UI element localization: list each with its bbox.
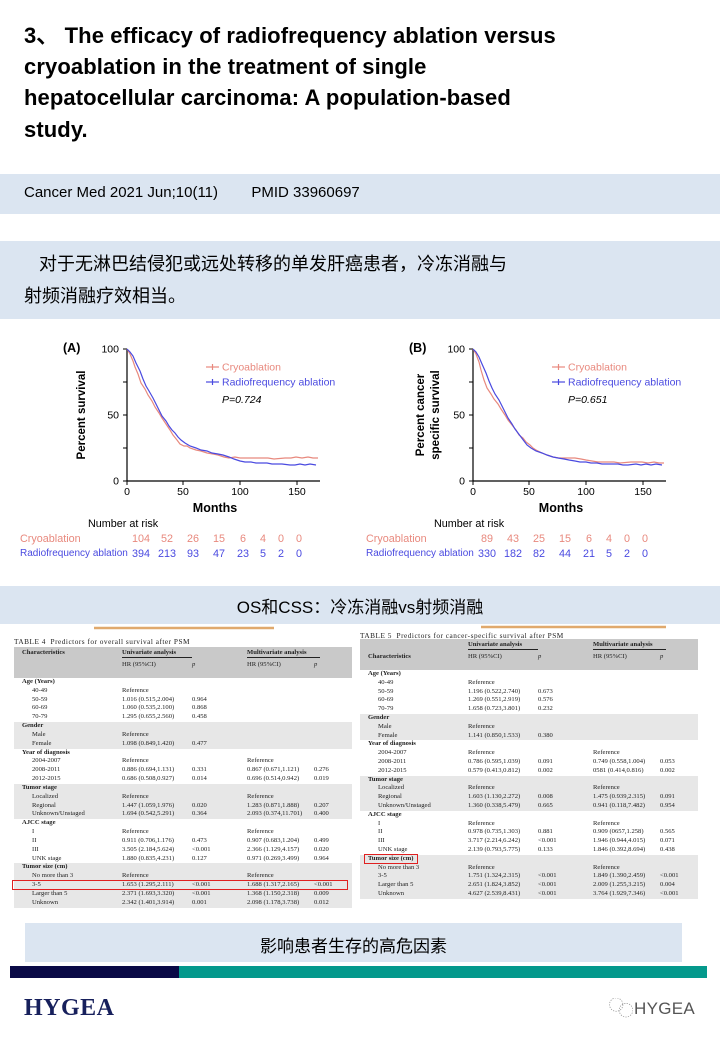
svg-text:0: 0 [124,486,130,498]
svg-text:Cryoablation: Cryoablation [568,362,627,374]
svg-text:(B): (B) [409,341,426,355]
svg-text:100: 100 [231,486,249,498]
svg-text:(A): (A) [63,341,80,355]
svg-text:100: 100 [577,486,595,498]
svg-text:50: 50 [523,486,535,498]
svg-text:specific survival: specific survival [430,370,442,460]
svg-text:Cryoablation: Cryoablation [222,362,281,374]
svg-text:50: 50 [107,410,119,422]
svg-text:Percent survival: Percent survival [76,371,88,460]
svg-text:Months: Months [539,501,583,515]
svg-text:P=0.724: P=0.724 [222,394,262,406]
svg-text:150: 150 [288,486,306,498]
svg-text:50: 50 [453,410,465,422]
svg-text:0: 0 [470,486,476,498]
svg-text:150: 150 [634,486,652,498]
svg-text:Radiofrequency ablation: Radiofrequency ablation [222,377,335,389]
svg-text:0: 0 [113,476,119,488]
svg-text:P=0.651: P=0.651 [568,394,607,406]
svg-text:100: 100 [101,344,119,356]
svg-text:0: 0 [459,476,465,488]
svg-text:Months: Months [193,501,237,515]
svg-text:Percent cancer: Percent cancer [415,373,427,456]
svg-text:Radiofrequency ablation: Radiofrequency ablation [568,377,681,389]
svg-text:50: 50 [177,486,189,498]
svg-text:100: 100 [447,344,465,356]
